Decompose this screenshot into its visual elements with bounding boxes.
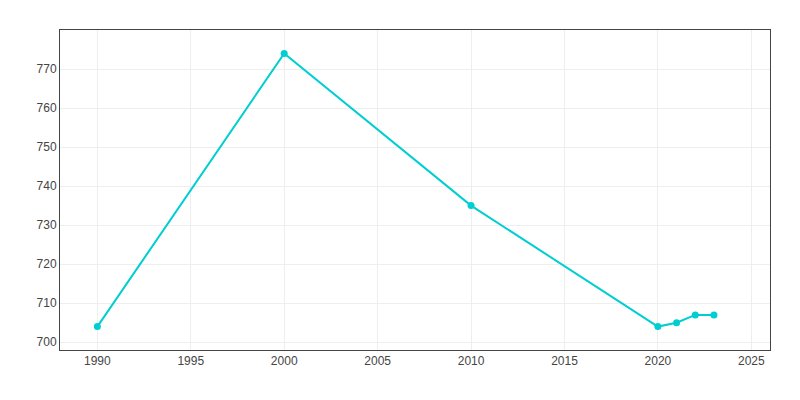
svg-text:750: 750: [37, 140, 57, 154]
svg-text:710: 710: [37, 296, 57, 310]
svg-text:1990: 1990: [84, 354, 111, 368]
svg-text:2015: 2015: [551, 354, 578, 368]
svg-text:730: 730: [37, 218, 57, 232]
svg-text:700: 700: [37, 335, 57, 349]
svg-text:2005: 2005: [364, 354, 391, 368]
svg-text:2020: 2020: [645, 354, 672, 368]
svg-text:760: 760: [37, 101, 57, 115]
svg-text:2010: 2010: [458, 354, 485, 368]
svg-text:770: 770: [37, 62, 57, 76]
svg-text:720: 720: [37, 257, 57, 271]
svg-text:740: 740: [37, 179, 57, 193]
svg-text:2000: 2000: [271, 354, 298, 368]
svg-text:2025: 2025: [738, 354, 765, 368]
svg-text:1995: 1995: [177, 354, 204, 368]
